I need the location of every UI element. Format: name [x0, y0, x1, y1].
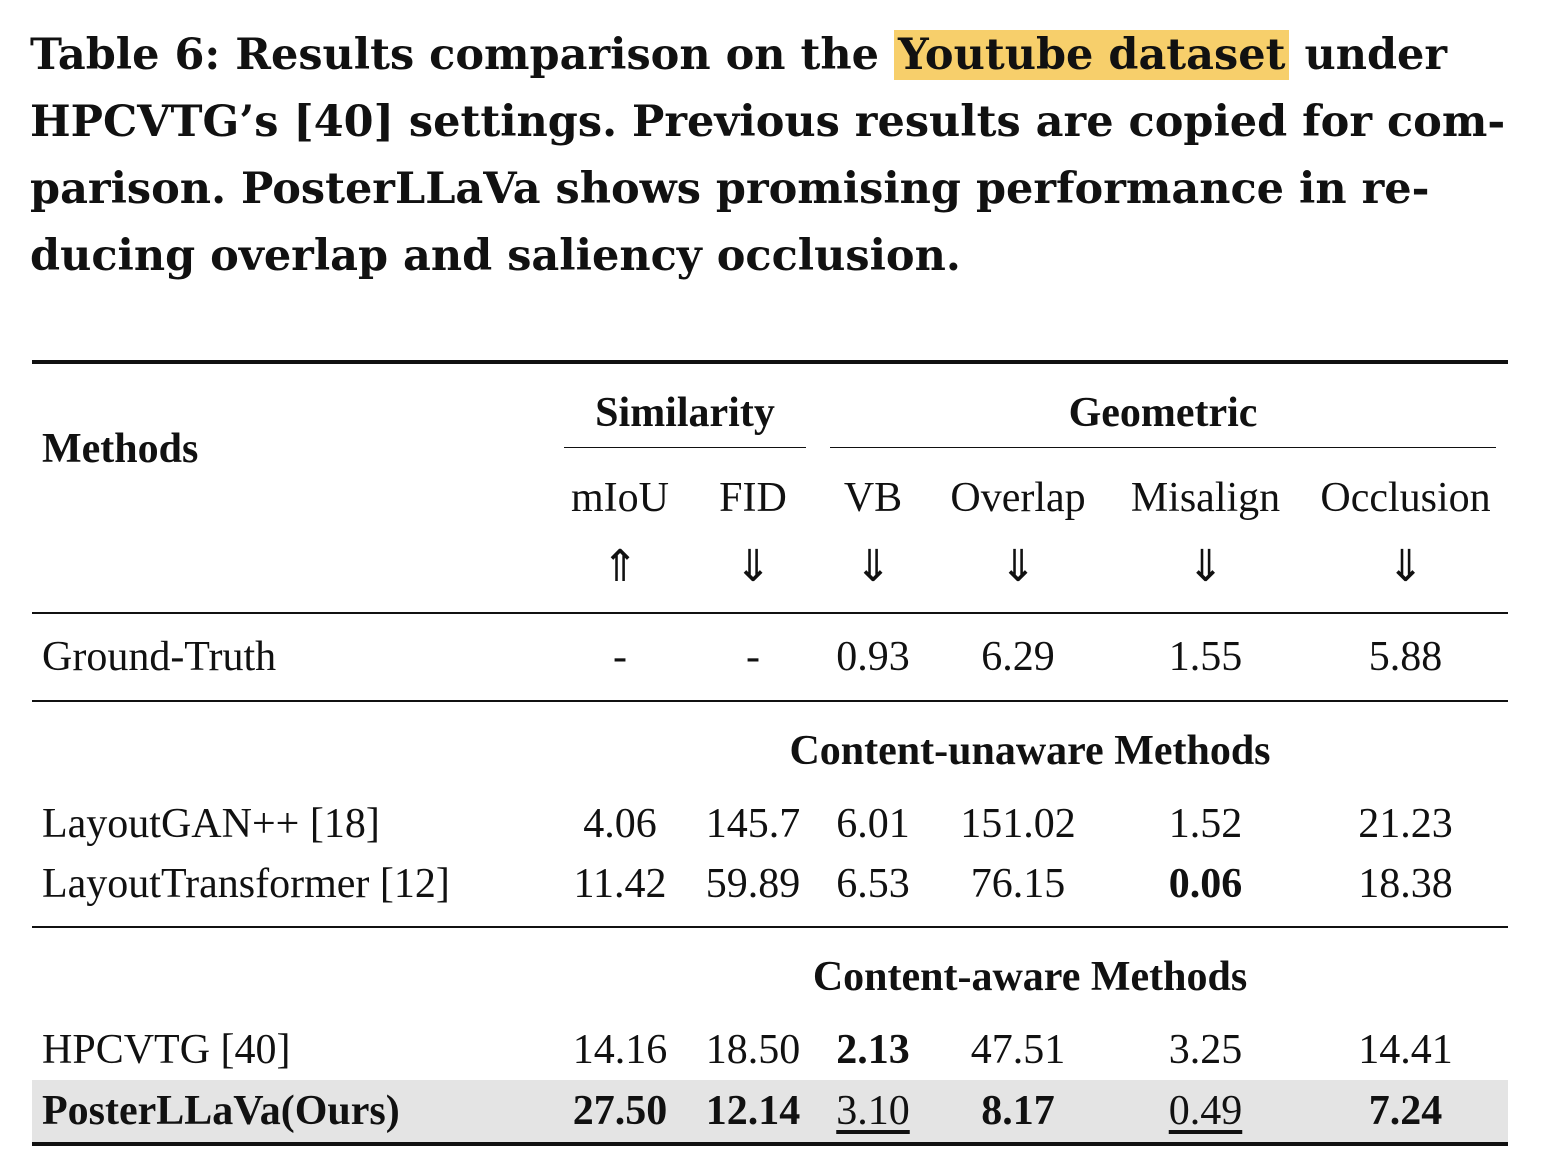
caption-text: under [1289, 30, 1448, 80]
down-arrow-icon: ⇓ [734, 541, 772, 591]
table-row: LayoutTransformer [12] 11.42 59.89 6.53 … [32, 854, 1509, 927]
table-caption: Table 6: Results comparison on the Youtu… [30, 22, 1510, 290]
down-arrow-icon: ⇓ [999, 541, 1037, 591]
method-name: LayoutTransformer [12] [42, 861, 450, 907]
col-header-fid: FID [719, 475, 787, 521]
cell-value-best: 2.13 [836, 1027, 910, 1073]
caption-line-4: ducing overlap and saliency occlusion. [30, 231, 961, 281]
col-header-overlap: Overlap [950, 475, 1086, 521]
cell-value: 1.52 [1168, 801, 1243, 847]
caption-text: Table 6: Results comparison on the [30, 30, 894, 80]
group-similarity-label: Similarity [564, 389, 806, 448]
cell-value: 59.89 [705, 861, 801, 907]
table-row-ours: PosterLLaVa(Ours) 27.50 12.14 3.10 8.17 … [32, 1080, 1509, 1144]
cell-value: 145.7 [705, 801, 801, 847]
group-geometric: Geometric [818, 362, 1508, 462]
cell-value: 4.06 [583, 801, 657, 847]
cell-value: 21.23 [1358, 801, 1453, 847]
cell-value: 18.50 [705, 1027, 801, 1073]
table-row: HPCVTG [40] 14.16 18.50 2.13 47.51 3.25 … [32, 1020, 1508, 1080]
cell-value: 47.51 [970, 1027, 1066, 1073]
col-header-misalign: Misalign [1130, 475, 1281, 521]
results-table-container: Methods Similarity Geometric mIoU FID VB… [32, 360, 1509, 1146]
group-similarity: Similarity [552, 362, 818, 462]
cell-value: 151.02 [960, 801, 1076, 847]
up-arrow-icon: ⇑ [601, 541, 639, 591]
cell-value-best: 12.14 [688, 1080, 818, 1144]
method-name: PosterLLaVa(Ours) [32, 1080, 552, 1144]
cell-value-second: 0.49 [1108, 1080, 1303, 1144]
cell-value: - [613, 634, 627, 680]
cell-value-best: 7.24 [1303, 1080, 1509, 1144]
cell-value-best: 8.17 [928, 1080, 1108, 1144]
down-arrow-icon: ⇓ [1387, 541, 1424, 591]
caption-highlight: Youtube dataset [893, 30, 1290, 80]
column-header-row: mIoU FID VB Overlap Misalign Occlusion [32, 462, 1508, 534]
method-name: HPCVTG [40] [42, 1027, 291, 1073]
method-name: LayoutGAN++ [18] [42, 801, 380, 847]
section-title-row: Content-aware Methods [32, 927, 1508, 1020]
section-title: Content-unaware Methods [789, 728, 1271, 774]
section-title-row: Content-unaware Methods [32, 701, 1508, 794]
underlined-value: 3.10 [836, 1088, 910, 1134]
cell-value: 14.41 [1358, 1027, 1453, 1073]
cell-value-second: 3.10 [818, 1080, 928, 1144]
cell-value: 6.01 [836, 801, 910, 847]
caption-line-1: Table 6: Results comparison on the Youtu… [30, 22, 1510, 89]
cell-value: 6.53 [836, 861, 910, 907]
cell-value: - [746, 634, 760, 680]
section-title: Content-aware Methods [812, 954, 1248, 1000]
group-header-row: Methods Similarity Geometric [32, 362, 1509, 472]
down-arrow-icon: ⇓ [1187, 541, 1224, 591]
cell-value: 14.16 [572, 1027, 668, 1073]
cell-value: 18.38 [1358, 861, 1453, 907]
methods-header: Methods [42, 426, 199, 472]
cell-value: 5.88 [1368, 634, 1443, 680]
cell-value: 6.29 [981, 634, 1055, 680]
cell-value-best: 0.06 [1168, 861, 1243, 907]
caption-line-2: HPCVTG’s [40] settings. Previous results… [30, 97, 1506, 147]
cell-value-best: 27.50 [552, 1080, 688, 1144]
direction-row: ⇑ ⇓ ⇓ ⇓ ⇓ ⇓ [32, 534, 1509, 613]
cell-value: 1.55 [1168, 634, 1243, 680]
underlined-value: 0.49 [1168, 1088, 1243, 1134]
cell-value: 76.15 [970, 861, 1066, 907]
method-name: Ground-Truth [42, 634, 277, 680]
group-geometric-label: Geometric [830, 389, 1497, 448]
col-header-occlusion: Occlusion [1320, 475, 1491, 521]
col-header-vb: VB [843, 475, 903, 521]
cell-value: 3.25 [1168, 1027, 1243, 1073]
table-row: Ground-Truth - - 0.93 6.29 1.55 5.88 [32, 613, 1509, 701]
table-row: LayoutGAN++ [18] 4.06 145.7 6.01 151.02 … [32, 794, 1508, 854]
down-arrow-icon: ⇓ [854, 541, 892, 591]
results-table: Methods Similarity Geometric mIoU FID VB… [32, 360, 1509, 1146]
col-header-miou: mIoU [571, 475, 669, 521]
caption-line-3: parison. PosterLLaVa shows promising per… [30, 164, 1430, 214]
cell-value: 0.93 [836, 634, 910, 680]
cell-value: 11.42 [573, 861, 667, 907]
